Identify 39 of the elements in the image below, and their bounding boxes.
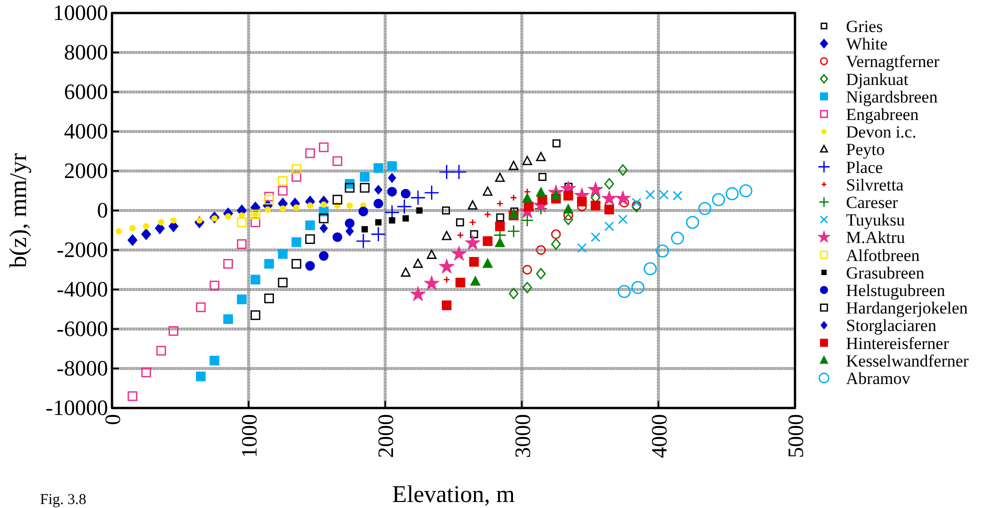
caption: Fig. 3.8 [40,492,86,508]
y-tick-label: 6000 [64,79,108,104]
legend-label: Storglaciaren [846,316,937,336]
x-tick-label: 5000 [783,414,808,458]
legend-label: Helstugubreen [846,281,946,300]
legend-label: Engabreen [846,105,920,124]
y-tick-label: -8000 [56,356,108,380]
x-tick-label: 4000 [646,414,672,458]
legend-label: Devon i.c. [846,122,916,142]
y-tick-label: 2000 [64,158,108,183]
legend-label: Kesselwandferner [846,351,970,370]
legend-label: Tuyuksu [846,210,906,230]
legend-label: M.Aktru [846,228,906,248]
legend-label: Careser [846,193,898,212]
legend-label: Silvretta [846,175,904,194]
y-tick-label: 10000 [53,0,108,25]
legend-label: Hintereisferner [846,334,950,353]
x-tick-label: 1000 [236,414,262,458]
legend-label: Peyto [846,140,885,160]
x-tick-label: 3000 [510,414,535,458]
legend-label: Djankuat [846,70,909,89]
x-tick-label: 0 [100,414,125,425]
y-tick-label: -2000 [56,237,108,262]
legend-label: Grasubreen [846,263,925,282]
legend-label: White [846,34,888,54]
legend-label: Vernagtferner [846,52,940,72]
y-tick-label: -6000 [56,316,108,341]
legend-label: Alfotbreen [846,246,920,265]
legend-label: Place [846,158,883,177]
y-tick-label: -4000 [56,276,108,302]
y-tick-label: 4000 [64,118,108,144]
x-tick-label: 2000 [373,414,398,458]
legend-label: Hardangerjokelen [846,298,968,318]
y-tick-label: 0 [97,198,108,222]
legend-label: Abramov [846,369,911,388]
legend-label: Gries [846,17,883,36]
y-axis-title: b(z), mm/yr [6,153,32,268]
x-axis-title: Elevation, m [392,482,516,508]
y-tick-label: 8000 [64,40,108,64]
